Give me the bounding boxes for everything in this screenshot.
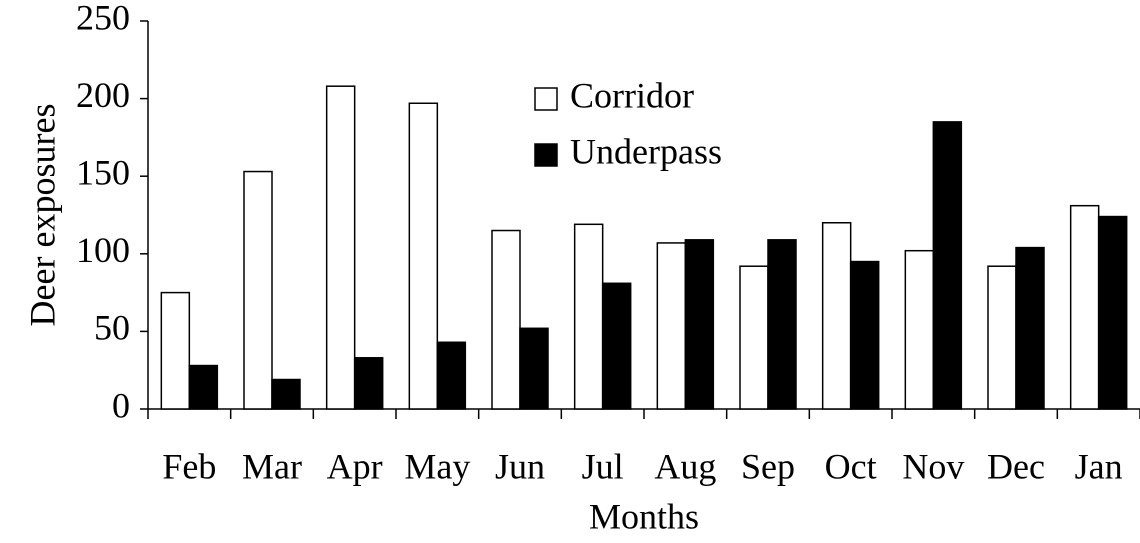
bar — [436, 341, 467, 410]
bar — [573, 223, 604, 410]
y-tick-label: 200 — [76, 75, 130, 115]
bar — [1015, 246, 1045, 410]
x-tick-label: Dec — [987, 446, 1045, 486]
legend-label: Underpass — [570, 131, 722, 171]
bar — [160, 291, 191, 410]
bar — [821, 222, 852, 410]
bar — [491, 229, 521, 410]
x-tick-label: Apr — [327, 446, 383, 486]
bar — [188, 364, 219, 410]
bar — [932, 121, 963, 410]
legend-swatch — [534, 87, 558, 111]
y-axis-label: Deer exposures — [22, 104, 62, 327]
bar — [987, 265, 1017, 410]
x-tick-label: Jan — [1075, 446, 1123, 486]
x-tick-label: Jul — [582, 446, 624, 486]
bar — [656, 242, 687, 410]
bar — [684, 239, 715, 410]
y-tick-label: 100 — [76, 230, 130, 270]
x-tick-label: Nov — [902, 446, 964, 486]
y-tick-label: 0 — [112, 385, 130, 425]
bar — [1097, 215, 1128, 410]
bar — [767, 239, 797, 410]
bar — [739, 265, 769, 410]
bar — [1069, 204, 1100, 410]
bar — [325, 85, 356, 410]
bar — [408, 102, 439, 410]
bar — [243, 170, 273, 410]
legend-swatch — [534, 143, 558, 167]
x-tick-label: Aug — [654, 446, 716, 486]
bar — [353, 357, 384, 410]
bar — [519, 327, 549, 410]
bar — [904, 249, 935, 410]
bar — [601, 282, 632, 410]
x-tick-label: Mar — [242, 446, 302, 486]
x-tick-label: Oct — [825, 446, 877, 486]
y-tick-label: 150 — [76, 152, 130, 192]
x-tick-label: May — [404, 446, 470, 486]
y-tick-label: 250 — [76, 0, 130, 37]
x-tick-label: Sep — [741, 446, 795, 486]
x-tick-label: Jun — [495, 446, 545, 486]
legend-label: Corridor — [570, 75, 694, 115]
bar — [271, 378, 301, 410]
y-tick-label: 50 — [94, 308, 130, 348]
x-tick-label: Feb — [162, 446, 216, 486]
bar — [849, 260, 880, 410]
x-axis-label: Months — [589, 496, 699, 536]
